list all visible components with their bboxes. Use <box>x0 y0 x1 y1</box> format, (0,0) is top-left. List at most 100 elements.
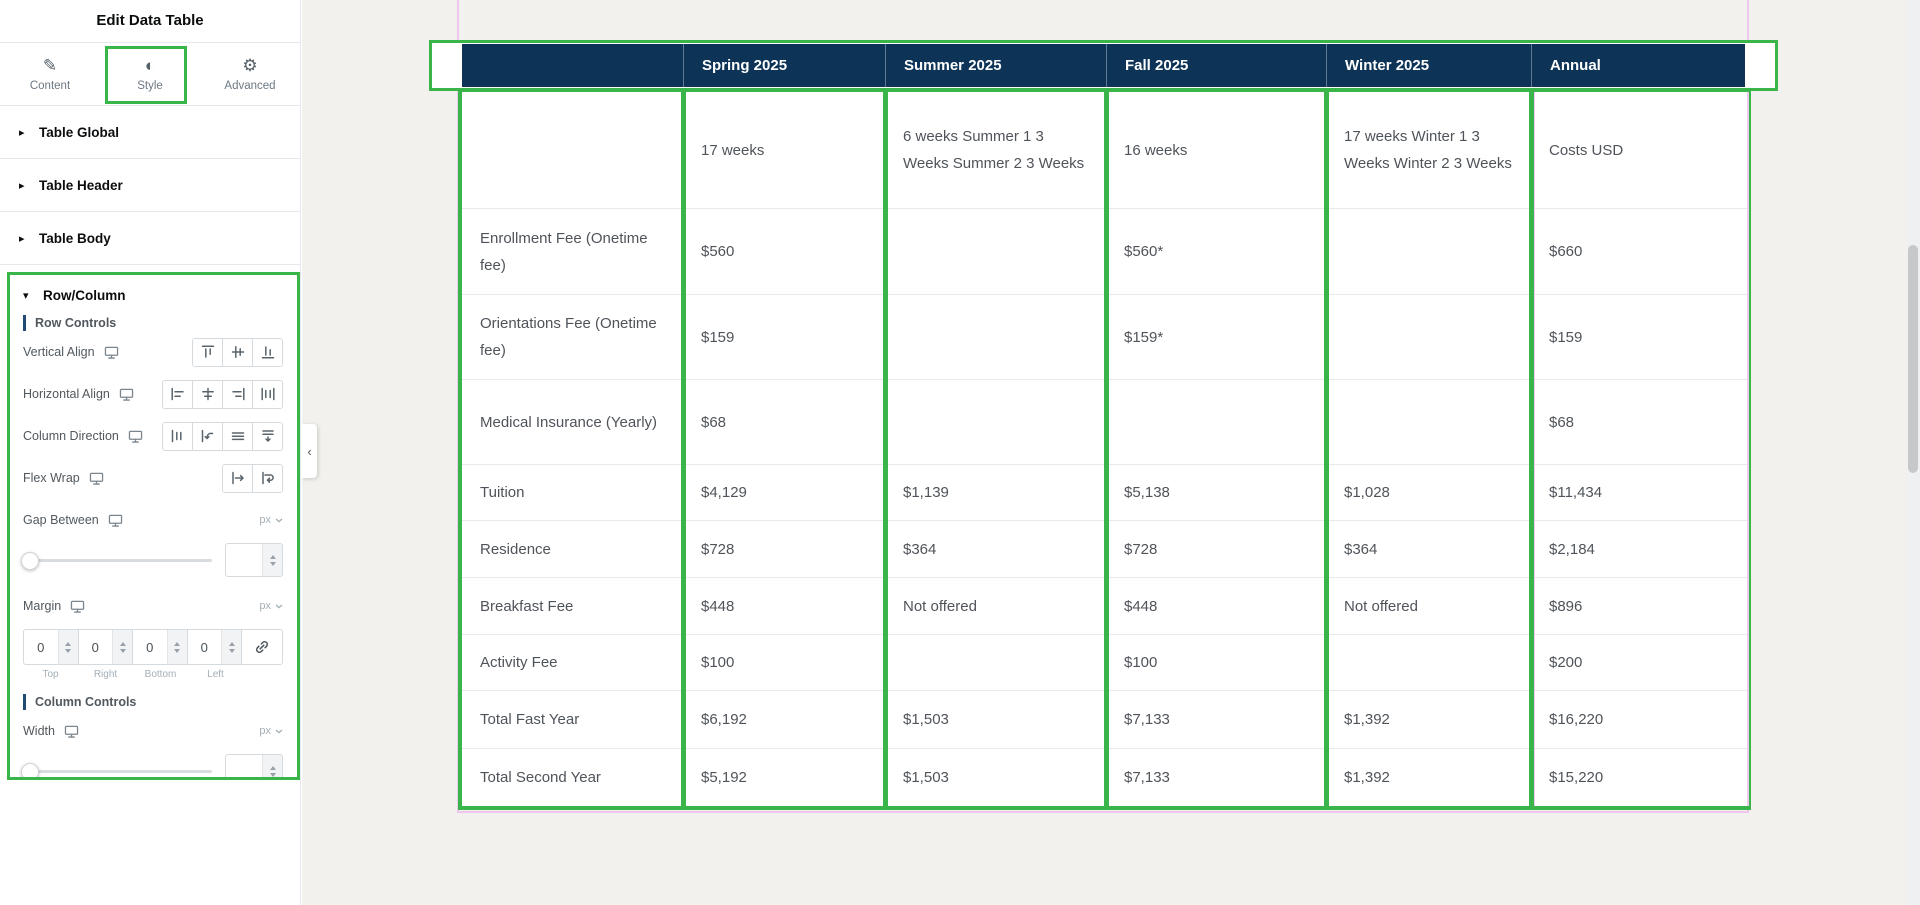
chevron-left-icon: ‹ <box>307 443 312 459</box>
margin-left-input[interactable]: 0 <box>186 630 241 664</box>
header-cell: Winter 2025 <box>1326 44 1531 87</box>
align-stretch-button[interactable] <box>252 380 282 408</box>
stepper-down-icon[interactable] <box>174 648 180 653</box>
group-heading-column-controls: Column Controls <box>23 694 297 710</box>
table-body-widget[interactable]: 17 weeks 6 weeks Summer 1 3 Weeks Summer … <box>458 88 1751 810</box>
table-cell: $1,139 <box>885 465 1106 521</box>
stepper-up-icon[interactable] <box>269 765 276 770</box>
unit-selector[interactable]: px <box>259 514 283 526</box>
stepper-up-icon[interactable] <box>269 554 276 559</box>
tab-content[interactable]: ✎ Content <box>0 43 100 105</box>
align-bottom-icon <box>260 344 276 360</box>
direction-row-button[interactable] <box>163 422 192 450</box>
align-right-icon <box>230 386 246 402</box>
gap-between-slider[interactable] <box>21 551 212 570</box>
section-table-header[interactable]: ▸ Table Header <box>0 159 300 212</box>
panel-collapse-handle[interactable]: ‹ <box>302 424 317 478</box>
unit-label: px <box>259 725 271 737</box>
column-selection-border <box>1103 92 1109 806</box>
align-right-button[interactable] <box>222 380 252 408</box>
canvas-scrollbar-thumb[interactable] <box>1908 245 1918 473</box>
control-label-wrap: Gap Between <box>23 513 123 527</box>
align-top-button[interactable] <box>193 338 222 366</box>
align-middle-button[interactable] <box>222 338 252 366</box>
align-center-button[interactable] <box>192 380 222 408</box>
control-vertical-align: Vertical Align <box>10 331 297 373</box>
header-cell: Spring 2025 <box>683 44 885 87</box>
control-label: Flex Wrap <box>23 471 80 485</box>
unit-label: px <box>259 514 271 526</box>
stepper-down-icon[interactable] <box>119 648 126 653</box>
table-cell: $7,133 <box>1106 691 1326 749</box>
canvas-scrollbar-track[interactable] <box>1906 0 1920 905</box>
gap-between-number-input[interactable] <box>225 543 283 577</box>
margin-bottom-input[interactable]: 0 <box>132 630 187 664</box>
no-wrap-button[interactable] <box>223 464 252 492</box>
direction-row-reverse-button[interactable] <box>192 422 222 450</box>
stepper-down-icon[interactable] <box>269 561 276 566</box>
row-column-section-header[interactable]: ▾ Row/Column <box>10 288 297 303</box>
unit-selector[interactable]: px <box>259 725 283 737</box>
stepper-down-icon[interactable] <box>65 648 71 653</box>
stepper-arrows[interactable] <box>166 630 187 664</box>
row-column-section: ▾ Row/Column Row Controls Vertical Align H… <box>7 272 300 780</box>
align-middle-icon <box>230 344 246 360</box>
control-flex-wrap: Flex Wrap <box>10 457 297 499</box>
direction-column-reverse-button[interactable] <box>252 422 282 450</box>
stepper-arrows[interactable] <box>57 630 78 664</box>
stepper-arrows[interactable] <box>112 630 132 664</box>
stepper-up-icon[interactable] <box>119 641 126 646</box>
number-value: 0 <box>200 639 208 655</box>
stepper-arrows[interactable] <box>221 630 241 664</box>
section-label: Table Global <box>39 124 120 140</box>
table-cell: $728 <box>1106 521 1326 578</box>
caret-down-icon <box>275 604 283 609</box>
control-label: Vertical Align <box>23 345 95 359</box>
table-cell: 16 weeks <box>1106 92 1326 209</box>
tab-style[interactable]: ◐ Style <box>100 43 200 105</box>
tab-advanced[interactable]: ⚙ Advanced <box>200 43 300 105</box>
table-cell: $68 <box>1531 380 1747 465</box>
align-bottom-button[interactable] <box>252 338 282 366</box>
stepper-up-icon[interactable] <box>65 641 71 646</box>
table-cell: 17 weeks Winter 1 3 Weeks Winter 2 3 Wee… <box>1326 92 1531 209</box>
column-selection-border <box>1528 92 1534 806</box>
section-label: Table Header <box>39 177 123 193</box>
row-label-cell: Enrollment Fee (Onetime fee) <box>462 209 683 295</box>
control-label-wrap: Column Direction <box>23 429 143 443</box>
stepper-down-icon[interactable] <box>269 772 276 777</box>
gap-between-slider-row <box>10 541 297 585</box>
stepper-up-icon[interactable] <box>228 641 235 646</box>
monitor-icon <box>64 725 79 738</box>
unit-selector[interactable]: px <box>259 600 283 612</box>
width-slider-thumb[interactable] <box>21 762 39 777</box>
direction-column-button[interactable] <box>222 422 252 450</box>
number-value: 0 <box>37 639 45 655</box>
margin-right-input[interactable]: 0 <box>77 630 132 664</box>
header-cell: Fall 2025 <box>1106 44 1326 87</box>
table-header-widget[interactable]: Spring 2025 Summer 2025 Fall 2025 Winter 20… <box>429 40 1778 91</box>
align-left-button[interactable] <box>163 380 192 408</box>
flex-wrap-button-group <box>222 463 283 493</box>
gap-between-slider-thumb[interactable] <box>21 551 39 570</box>
row-column-controls: Row Controls Vertical Align Horizontal Ali… <box>10 315 297 777</box>
width-number-input[interactable] <box>225 754 283 777</box>
margin-top-input[interactable]: 0 <box>24 630 78 664</box>
link-values-button[interactable] <box>241 630 282 664</box>
stepper-up-icon[interactable] <box>174 641 180 646</box>
group-heading-row-controls: Row Controls <box>23 315 297 331</box>
stepper-arrows[interactable] <box>262 755 282 777</box>
section-table-global[interactable]: ▸ Table Global <box>0 106 300 159</box>
section-table-body[interactable]: ▸ Table Body <box>0 212 300 265</box>
stepper-arrows[interactable] <box>262 544 282 576</box>
stepper-down-icon[interactable] <box>228 648 235 653</box>
table-cell: $7,133 <box>1124 769 1170 786</box>
table-cell <box>1326 295 1531 380</box>
table-cell: $448 <box>1106 578 1326 635</box>
margin-sublabels: Top Right Bottom Left <box>23 669 283 680</box>
wrap-button[interactable] <box>252 464 282 492</box>
table-cell: $5,192 <box>701 769 747 786</box>
table-cell: 6 weeks Summer 1 3 Weeks Summer 2 3 Week… <box>885 92 1106 209</box>
table-cell: $560 <box>683 209 885 295</box>
width-slider[interactable] <box>21 762 212 777</box>
